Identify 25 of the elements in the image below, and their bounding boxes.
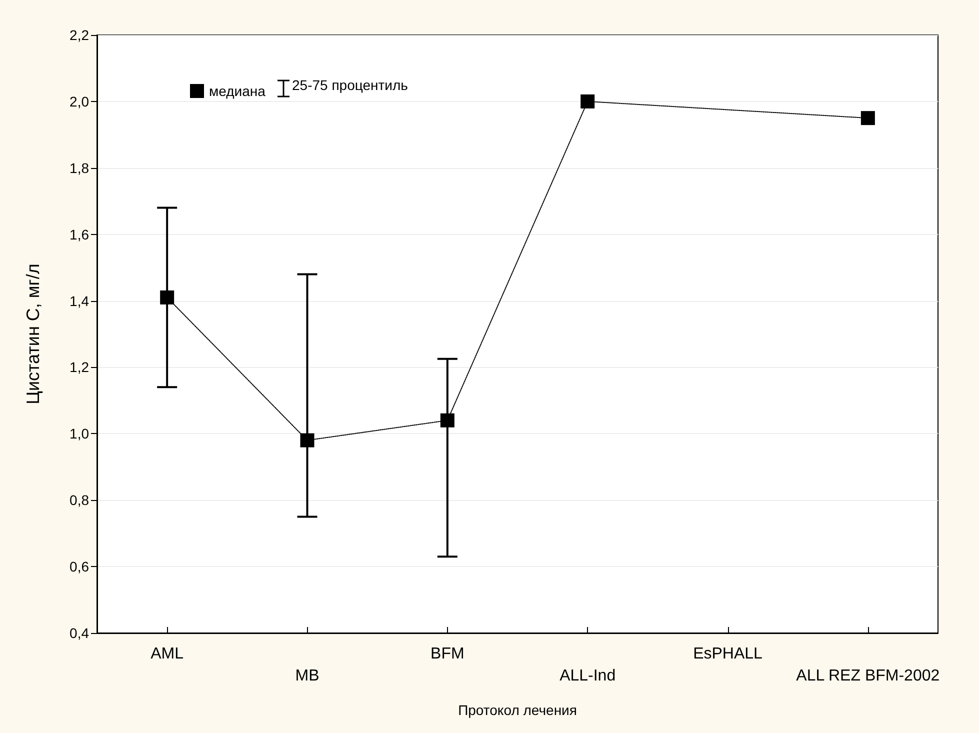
point — [580, 94, 595, 108]
x-tick-label: ALL REZ BFM-2002 — [796, 668, 940, 684]
y-tick-label: 1,6 — [70, 226, 90, 242]
y-axis-title: Цистатин С, мг/л — [23, 264, 43, 404]
y-tick-label: 1,0 — [70, 426, 90, 442]
legend-label: медиана — [209, 83, 266, 99]
y-tick-label: 1,8 — [70, 160, 90, 176]
y-tick-label: 0,8 — [70, 492, 90, 508]
x-tick-label: MB — [295, 668, 320, 684]
x-axis-title: Протокол лечения — [458, 702, 577, 718]
x-tick-label: AML — [150, 646, 184, 662]
point — [440, 413, 454, 428]
y-tick-label: 0,6 — [70, 558, 90, 575]
y-tick-label: 2,2 — [70, 27, 90, 43]
x-tick-label: EsPHALL — [693, 646, 763, 662]
point — [160, 290, 174, 304]
point — [860, 111, 875, 126]
point — [300, 433, 314, 448]
y-tick-label: 2,0 — [70, 93, 90, 110]
x-tick-label: BFM — [430, 646, 464, 662]
annotation: 25-75 процентиль — [292, 77, 408, 93]
x-tick-label: ALL-Ind — [560, 668, 616, 684]
y-tick-label: 1,2 — [70, 359, 90, 376]
y-tick-label: 0,4 — [70, 625, 90, 641]
y-tick-label: 1,4 — [70, 292, 90, 309]
